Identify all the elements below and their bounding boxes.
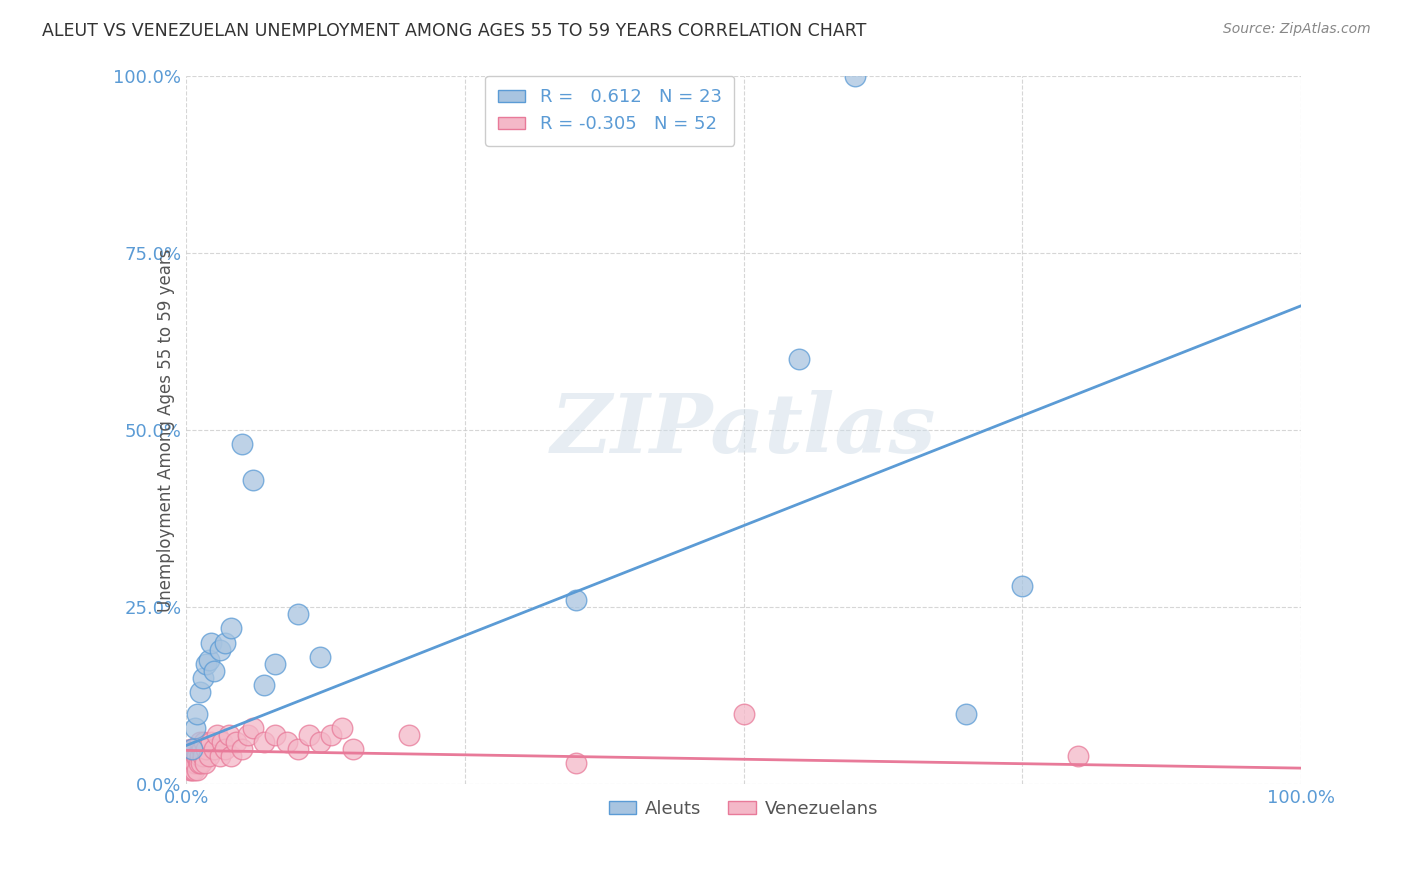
Point (188, 735, 211, 749)
Point (191, 671, 214, 685)
Point (180, 764, 202, 778)
Point (253, 678, 276, 692)
Point (219, 622, 242, 636)
Point (309, 735, 332, 749)
Point (188, 685, 211, 699)
Text: Source: ZipAtlas.com: Source: ZipAtlas.com (1223, 22, 1371, 37)
Point (184, 721, 207, 735)
Point (202, 664, 225, 678)
Point (177, 756, 200, 771)
Point (180, 742, 202, 756)
Point (264, 728, 287, 742)
Point (200, 735, 222, 749)
Point (180, 742, 202, 756)
Point (184, 756, 207, 771)
Point (211, 735, 233, 749)
Point (195, 657, 218, 671)
Y-axis label: Unemployment Among Ages 55 to 59 years: Unemployment Among Ages 55 to 59 years (157, 248, 176, 612)
Point (208, 749, 231, 764)
Point (264, 657, 287, 671)
Point (186, 764, 208, 778)
Point (180, 749, 202, 764)
Point (1067, 749, 1090, 764)
Point (218, 728, 240, 742)
Point (398, 728, 420, 742)
Point (202, 742, 225, 756)
Point (733, 706, 755, 721)
Text: ZIPatlas: ZIPatlas (551, 390, 936, 470)
Point (214, 742, 236, 756)
Point (287, 607, 309, 622)
Point (179, 764, 201, 778)
Point (183, 749, 205, 764)
Point (193, 735, 215, 749)
Point (197, 653, 219, 667)
Text: ALEUT VS VENEZUELAN UNEMPLOYMENT AMONG AGES 55 TO 59 YEARS CORRELATION CHART: ALEUT VS VENEZUELAN UNEMPLOYMENT AMONG A… (42, 22, 866, 40)
Point (565, 756, 588, 771)
Point (191, 749, 214, 764)
Point (179, 749, 201, 764)
Point (195, 742, 218, 756)
Point (180, 756, 202, 771)
Point (242, 721, 264, 735)
Point (208, 642, 231, 657)
Point (787, 352, 810, 367)
Point (200, 635, 222, 649)
Point (287, 742, 309, 756)
Point (183, 764, 205, 778)
Point (321, 728, 343, 742)
Point (298, 728, 321, 742)
Point (225, 735, 247, 749)
Point (190, 756, 212, 771)
Point (276, 735, 298, 749)
Point (181, 756, 204, 771)
Point (197, 749, 219, 764)
Point (188, 749, 211, 764)
Point (236, 728, 259, 742)
Point (1011, 579, 1033, 593)
Point (231, 437, 253, 451)
Point (342, 742, 364, 756)
Point (565, 593, 588, 607)
Point (207, 728, 229, 742)
Point (231, 742, 253, 756)
Point (253, 735, 276, 749)
Point (186, 749, 208, 764)
Point (955, 706, 977, 721)
Point (191, 742, 214, 756)
Point (242, 473, 264, 487)
Point (214, 635, 236, 649)
Point (187, 756, 209, 771)
Legend: Aleuts, Venezuelans: Aleuts, Venezuelans (602, 793, 886, 825)
Point (219, 749, 242, 764)
Point (309, 649, 332, 664)
Point (176, 756, 198, 771)
Point (186, 749, 208, 764)
Point (184, 742, 207, 756)
Point (330, 721, 353, 735)
Point (194, 756, 217, 771)
Point (844, 69, 866, 83)
Point (181, 742, 204, 756)
Point (186, 706, 208, 721)
